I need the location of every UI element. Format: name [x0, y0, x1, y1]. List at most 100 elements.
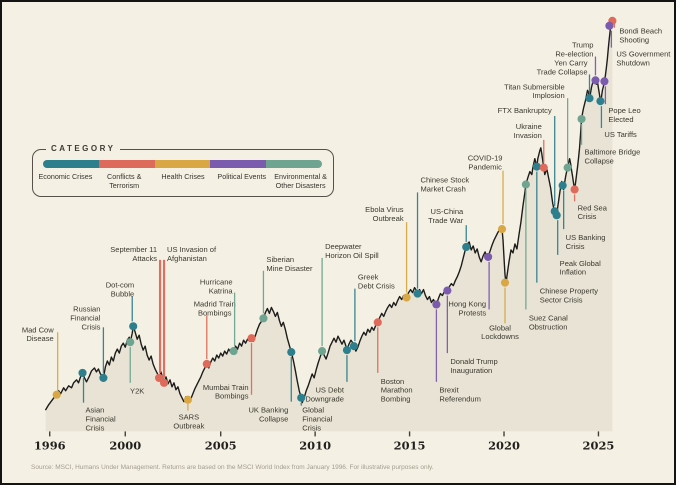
event-sars-outbreak: SARS Outbreak: [173, 395, 205, 431]
event-dot: [287, 348, 296, 357]
event-brexit-referendum: Brexit Referendum: [432, 300, 481, 404]
event-label: FTX Bankruptcy: [498, 106, 552, 115]
event-donald-trump-inauguration: Donald Trump Inauguration: [443, 286, 498, 375]
event-label: Yen Carry Trade Collapse: [537, 58, 588, 76]
event-uk-banking-collapse: UK Banking Collapse: [248, 348, 296, 424]
event-label: Titan Submersible Implosion: [504, 82, 564, 100]
event-september-11-attacks: September 11 Attacks: [110, 245, 164, 382]
event-label: Red Sea Crisis: [578, 203, 608, 221]
event-us-debt-downgrade: US Debt Downgrade: [305, 346, 352, 404]
event-dot: [552, 211, 561, 220]
event-dot: [52, 390, 61, 399]
event-y2k: Y2K: [126, 338, 144, 396]
event-label: Chinese Stock Market Crash: [421, 176, 470, 194]
event-label: Brexit Referendum: [439, 386, 481, 404]
event-boston-marathon-bombing: Boston Marathon Bombing: [373, 318, 413, 404]
event-dot: [500, 278, 510, 287]
event-dot: [585, 94, 594, 103]
event-dot: [413, 289, 422, 298]
event-dot: [154, 373, 164, 382]
event-label: Dot-com Bubble: [106, 281, 135, 299]
event-dot: [605, 21, 614, 30]
event-label: Asian Financial Crisis: [86, 406, 117, 433]
event-label: Hurricane Katrina: [200, 278, 233, 296]
event-ukraine-invasion: Ukraine Invasion: [514, 122, 548, 172]
event-dot: [202, 359, 211, 369]
event-label: Ukraine Invasion: [514, 122, 542, 140]
event-dot: [78, 368, 87, 377]
event-siberian-mine-disaster: Siberian Mine Disaster: [259, 255, 313, 323]
event-hurricane-katrina: Hurricane Katrina: [200, 278, 238, 356]
axis-year-label: 2000: [109, 438, 141, 452]
event-dot: [247, 334, 256, 343]
event-label: Suez Canal Obstruction: [529, 313, 568, 331]
legend-label-political: Political Events: [217, 172, 267, 181]
event-mumbai-train-bombings: Mumbai Train Bombings: [203, 334, 256, 401]
event-label: US Debt Downgrade: [305, 386, 344, 404]
event-dot: [342, 346, 352, 355]
legend-swatch-conflict: [98, 160, 155, 168]
event-label: Madrid Train Bombings: [194, 299, 236, 317]
event-greek-debt-crisis: Greek Debt Crisis: [349, 273, 395, 351]
legend-swatch-health: [154, 160, 211, 168]
event-peak-global-inflation: Peak Global Inflation: [552, 211, 601, 277]
legend-swatch-political: [210, 160, 267, 168]
event-dot: [484, 252, 493, 261]
event-covid-19-pandemic: COVID-19 Pandemic: [468, 154, 507, 234]
event-russian-financial-crisis: Russian Financial Crisis: [70, 304, 108, 382]
axis-year-label: 2015: [394, 438, 426, 452]
event-asian-financial-crisis: Asian Financial Crisis: [78, 368, 117, 433]
source-note: Source: MSCI, Humans Under Management. R…: [31, 464, 434, 471]
legend-label-conflict: Conflicts & Terrorism: [107, 172, 142, 190]
event-label: Y2K: [130, 387, 144, 396]
legend-labels: Economic Crises Conflicts & Terrorism Heal…: [36, 172, 330, 190]
legend-color-bar: [43, 160, 322, 168]
event-global-lockdowns: Global Lockdowns: [481, 278, 519, 341]
event-label: COVID-19 Pandemic: [468, 154, 503, 172]
event-red-sea-crisis: Red Sea Crisis: [570, 185, 608, 221]
event-label: Chinese Property Sector Crisis: [540, 287, 598, 305]
event-dot: [558, 181, 567, 190]
event-dot: [432, 300, 441, 309]
event-yen-carry-trade-collapse: Yen Carry Trade Collapse: [537, 58, 594, 103]
event-label: Hong Kong Protests: [448, 299, 486, 317]
event-chinese-stock-market-crash: Chinese Stock Market Crash: [413, 176, 469, 298]
event-trump-re-election: Trump Re-election: [555, 41, 600, 85]
event-us-invasion-of-afghanistan: US Invasion of Afghanistan: [159, 245, 217, 387]
event-dot-com-bubble: Dot-com Bubble: [106, 281, 138, 331]
event-dot: [402, 293, 411, 302]
event-us-banking-crisis: US Banking Crisis: [558, 181, 606, 251]
event-label: Ebola Virus Outbreak: [365, 205, 404, 223]
event-label: Trump Re-election: [555, 41, 593, 59]
event-label: Donald Trump Inauguration: [450, 357, 497, 375]
legend-label-health: Health Crises: [161, 172, 205, 181]
event-label: US Banking Crisis: [566, 233, 606, 251]
event-us-government-shutdown: US Government Shutdown: [605, 21, 671, 67]
event-bondi-beach-shooting: Bondi Beach Shooting: [608, 16, 662, 45]
axis-year-label: 2010: [299, 438, 331, 452]
event-dot: [318, 347, 327, 356]
event-dot: [570, 185, 579, 194]
event-label: Deepwater Horizon Oil Spill: [325, 242, 379, 260]
event-label: Greek Debt Crisis: [358, 273, 395, 291]
event-dot: [126, 338, 135, 347]
event-label: September 11 Attacks: [110, 245, 157, 263]
event-dot: [259, 314, 268, 323]
event-label: Global Financial Crisis: [302, 406, 333, 433]
event-label: US Tariffs: [604, 130, 637, 139]
event-deepwater-horizon-oil-spill: Deepwater Horizon Oil Spill: [318, 242, 379, 356]
event-label: US Invasion of Afghanistan: [167, 245, 217, 263]
event-dot: [497, 225, 507, 234]
event-label: Boston Marathon Bombing: [381, 377, 413, 404]
event-dot: [577, 114, 586, 124]
event-dot: [349, 342, 358, 351]
event-dot: [521, 180, 530, 189]
category-legend: CATEGORY Economic Crises Conflicts & Terr…: [32, 144, 334, 197]
event-dot: [129, 322, 138, 331]
curve-area: [45, 20, 613, 432]
event-baltimore-bridge-collapse: Baltimore Bridge Collapse: [577, 114, 641, 166]
event-label: Baltimore Bridge Collapse: [585, 148, 641, 166]
event-label: SARS Outbreak: [173, 413, 204, 431]
event-dot: [373, 318, 382, 327]
